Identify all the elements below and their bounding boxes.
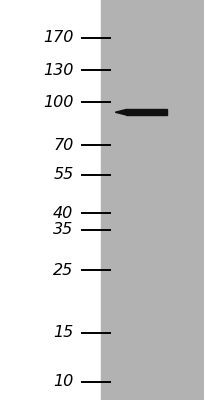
Polygon shape — [115, 110, 126, 115]
Text: 10: 10 — [53, 374, 73, 389]
Bar — [126, 110, 167, 115]
Text: 55: 55 — [53, 167, 73, 182]
Text: 15: 15 — [53, 325, 73, 340]
Text: 130: 130 — [43, 63, 73, 78]
Bar — [101, 0, 204, 400]
Text: 170: 170 — [43, 30, 73, 45]
Text: 100: 100 — [43, 95, 73, 110]
Text: 25: 25 — [53, 263, 73, 278]
Text: 35: 35 — [53, 222, 73, 237]
Text: 40: 40 — [53, 206, 73, 221]
Text: 70: 70 — [53, 138, 73, 153]
